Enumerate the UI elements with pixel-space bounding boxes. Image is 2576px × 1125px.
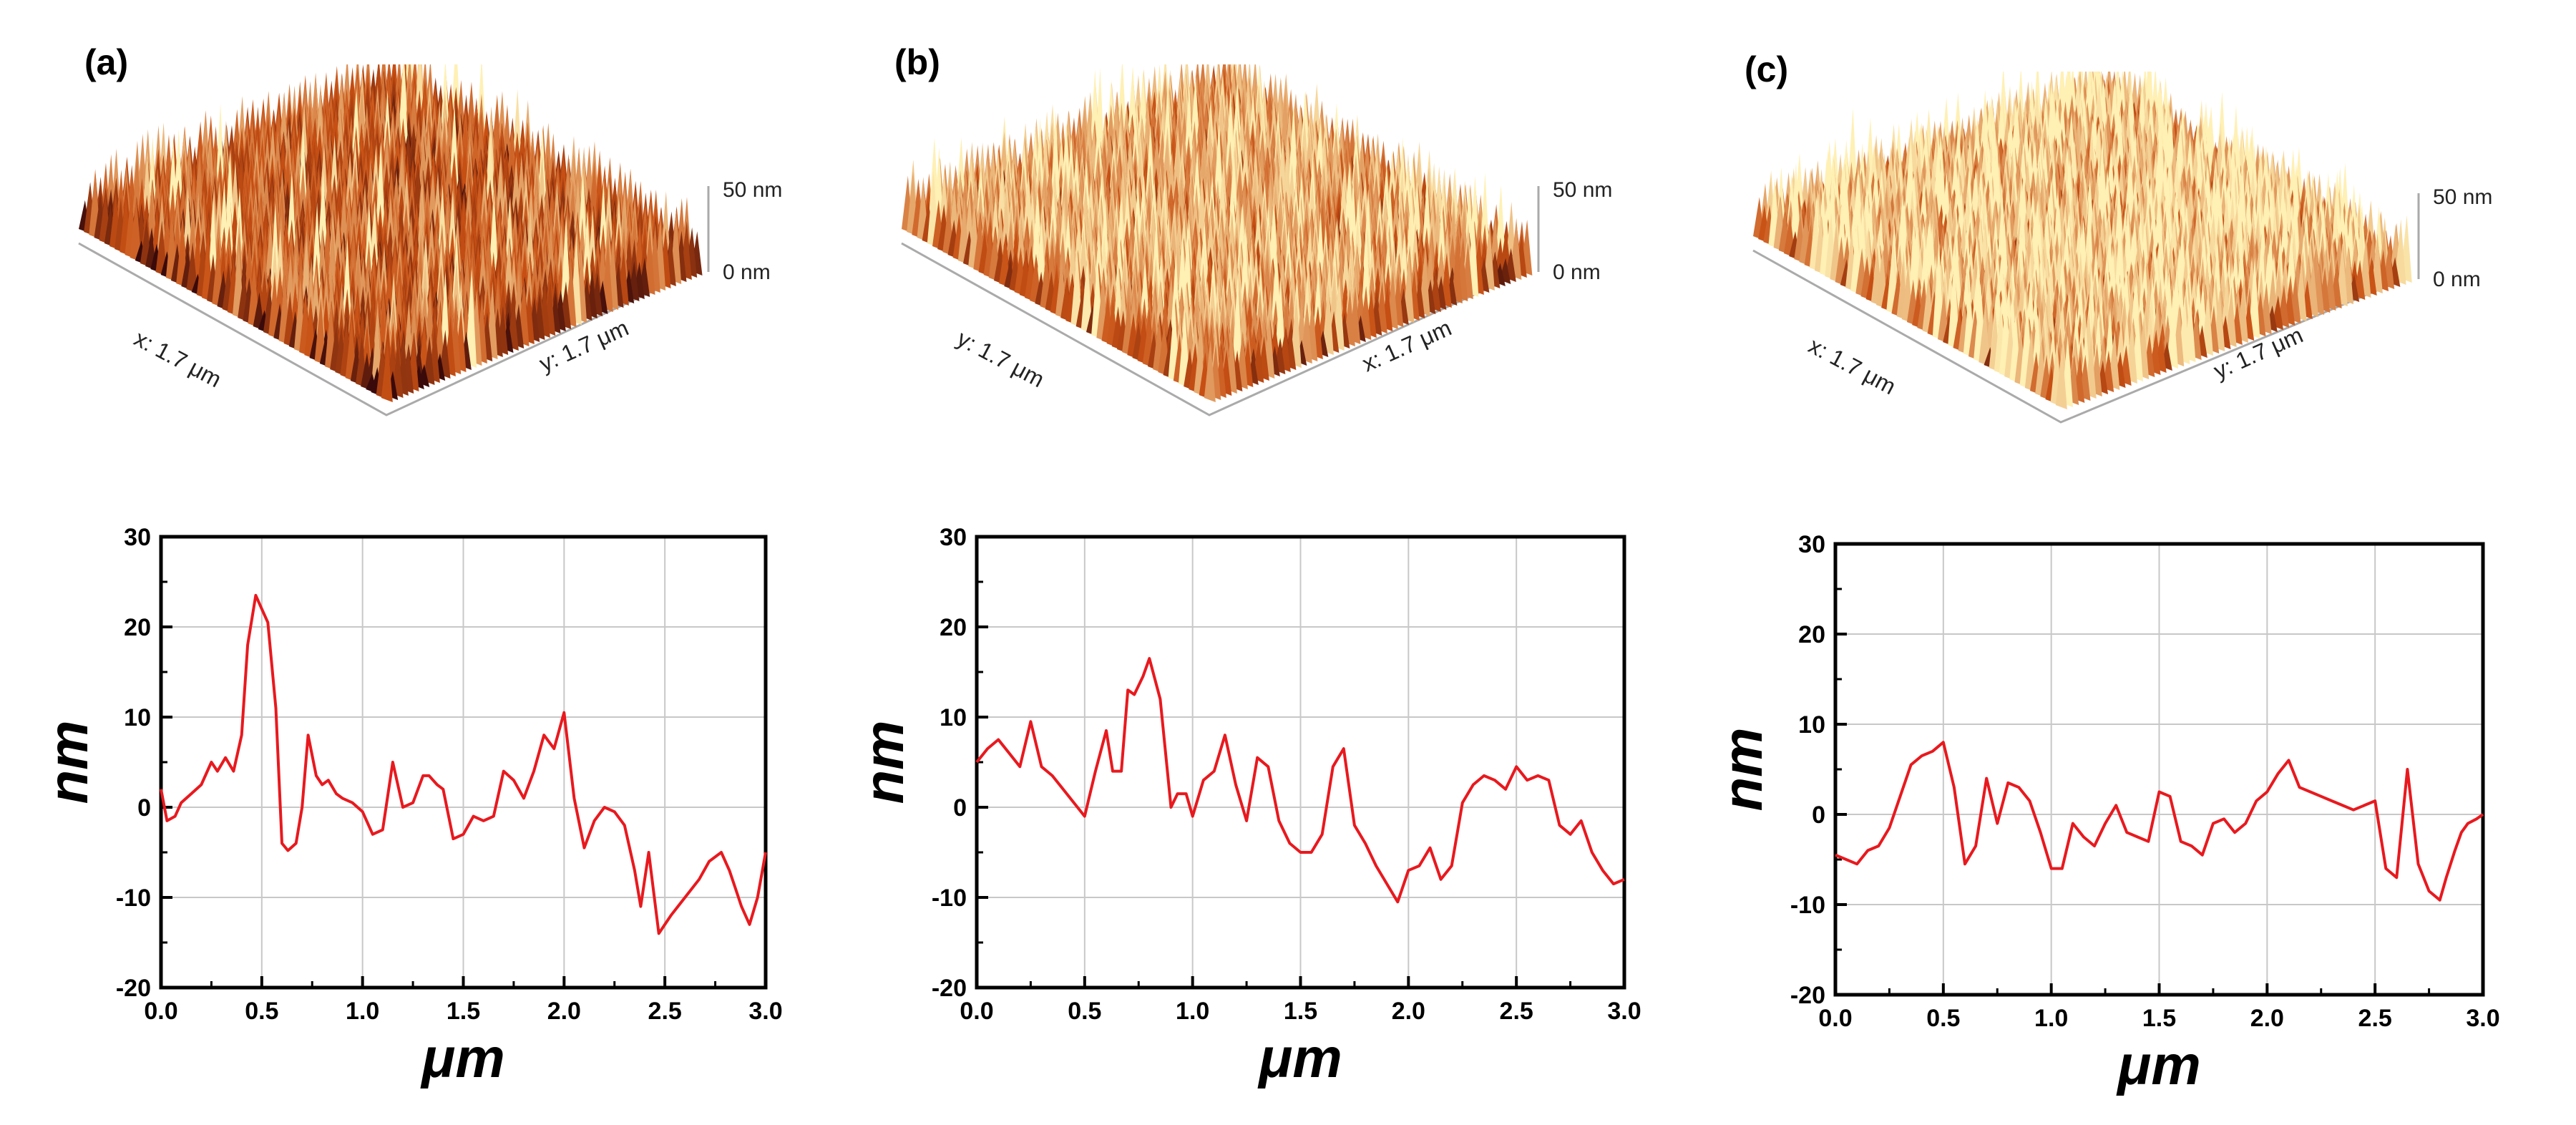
- x-tick-label: 0.5: [245, 998, 278, 1025]
- height-profile-line: [160, 593, 767, 935]
- grid: [161, 537, 766, 988]
- panel-a: (a) 50 nm 0 nm x: 1.7 μm y: 1.7 μm 0.0 0.5 1.…: [0, 0, 859, 1125]
- panel-label-a: (a): [84, 42, 129, 82]
- afm-surface-a: 50 nm0 nmx: 1.7 μm y: 1.7 μm: [78, 64, 782, 417]
- y-tick-label: 10: [124, 704, 151, 731]
- panel-label-b: (b): [894, 42, 940, 82]
- z-scale-bottom-label: 0 nm: [723, 260, 771, 284]
- afm-peak: [186, 242, 198, 293]
- x-tick-label: 0.0: [144, 998, 177, 1025]
- y-tick-label: 20: [124, 614, 151, 641]
- afm-surface-b: 50 nm0 nmy: 1.7 μm x: 1.7 μm: [901, 64, 1612, 417]
- y-axis-title: nm: [43, 721, 99, 804]
- afm-x-axis-label: x: 1.7 μm: [130, 325, 226, 392]
- panel-b: (b) 50 nm 0 nm y: 1.7 μm x: 1.7 μm 0.0 0.5 1.…: [859, 0, 1717, 1125]
- y-tick-label: 30: [124, 524, 151, 551]
- afm-peak: [465, 269, 477, 368]
- x-tick-label: 2.0: [547, 998, 581, 1025]
- afm-peak: [381, 341, 393, 402]
- afm-peak: [130, 195, 142, 262]
- y-tick-label: -20: [116, 975, 151, 1002]
- x-tick-label: 2.5: [648, 998, 682, 1025]
- afm-surface-relief: [902, 64, 1533, 402]
- x-tick-label: 1.0: [346, 998, 379, 1025]
- afm-surface-relief: [79, 64, 703, 402]
- x-tick-label: 1.5: [447, 998, 480, 1025]
- z-scale-top-label: 50 nm: [723, 178, 782, 202]
- y-tick-label: 0: [137, 794, 151, 822]
- y-tick-label: -10: [116, 885, 151, 912]
- x-axis-title: μm: [420, 1026, 504, 1089]
- line-chart-a: 0.0 0.5 1.0 1.5 2.0 2.5 3.0 -20 -10 0 10 20 30 μm nm: [43, 524, 783, 1089]
- x-tick-label: 3.0: [748, 998, 782, 1025]
